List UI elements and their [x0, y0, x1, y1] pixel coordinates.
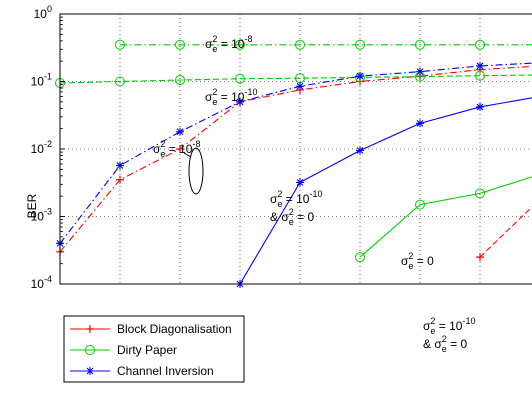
- data-point-circle: [415, 39, 425, 50]
- data-point-star: [86, 367, 94, 375]
- annotation-a3: σ2 e = 10-8: [153, 139, 200, 159]
- data-point-plus: [116, 175, 124, 184]
- data-point-star: [476, 102, 484, 111]
- series-circle-4: [355, 176, 532, 263]
- legend-label: Block Diagonalisation: [117, 322, 232, 336]
- y-axis-label: BER: [25, 193, 39, 218]
- data-point-circle: [355, 39, 365, 50]
- data-point-circle: [175, 75, 185, 86]
- data-point-circle: [355, 252, 365, 263]
- annotation-text: σ2 e = 10-10: [205, 87, 257, 107]
- data-point-star: [236, 97, 244, 106]
- annotation-pointer: [183, 152, 192, 158]
- data-point-circle: [475, 39, 485, 50]
- annotations: σ2 e = 10-8 σ2 e = 10-10 σ2 e = 10-8 σ2 e = 10-…: [153, 34, 475, 354]
- data-point-star: [296, 178, 304, 187]
- annotation-a5: σ2 e = 0: [401, 251, 434, 271]
- series-line: [59, 74, 532, 84]
- data-point-circle: [475, 188, 485, 199]
- series-line: [239, 97, 532, 285]
- annotation-a4: σ2 e = 10-10& σ2 e = 0: [270, 189, 322, 227]
- annotation-text: σ2 e = 10-10: [270, 189, 322, 209]
- legend-item: Channel Inversion: [70, 364, 214, 378]
- annotation-text: σ2 e = 10-8: [205, 34, 252, 54]
- annotation-a1: σ2 e = 10-8: [205, 34, 252, 54]
- data-point-star: [356, 146, 364, 155]
- data-point-plus: [86, 325, 94, 333]
- legend-label: Channel Inversion: [117, 364, 214, 378]
- data-point-star: [416, 67, 424, 76]
- data-point-circle: [115, 76, 125, 87]
- data-point-plus: [476, 253, 484, 262]
- series-line: [479, 206, 532, 258]
- annotation-a6: σ2 e = 10-10& σ2 e = 0: [423, 316, 475, 354]
- annotation-text: & σ2 e = 0: [270, 207, 314, 227]
- annotation-ellipse: [188, 147, 204, 195]
- data-point-plus: [176, 145, 184, 153]
- data-point-star: [416, 119, 424, 128]
- series-line: [359, 176, 532, 258]
- data-point-star: [176, 127, 184, 136]
- series-star-5: [56, 61, 532, 248]
- data-point-star: [476, 61, 484, 70]
- annotation-text: σ2 e = 10-8: [153, 139, 200, 159]
- series-circle-2: [115, 39, 532, 50]
- series-star-6: [236, 97, 532, 288]
- data-point-star: [296, 82, 304, 91]
- series-plus-1: [476, 206, 532, 262]
- annotation-text: σ2 e = 10-10: [423, 316, 475, 336]
- legend-item: Dirty Paper: [70, 343, 177, 357]
- series-layer: [55, 39, 532, 288]
- data-point-star: [356, 72, 364, 81]
- grid: [60, 14, 532, 284]
- data-point-circle: [235, 73, 245, 84]
- data-point-circle: [175, 39, 185, 50]
- annotation-text: σ2 e = 0: [401, 251, 434, 271]
- data-point-circle: [115, 39, 125, 50]
- annotation-text: & σ2 e = 0: [423, 334, 467, 354]
- legend: Block Diagonalisation Dirty Paper Channel …: [63, 315, 245, 383]
- series-line: [59, 65, 532, 253]
- data-point-circle: [475, 70, 485, 81]
- data-point-circle: [235, 39, 245, 50]
- data-point-circle: [295, 39, 305, 50]
- data-point-circle: [415, 199, 425, 210]
- data-point-circle: [85, 345, 95, 355]
- annotation-a2: σ2 e = 10-10: [205, 87, 257, 107]
- legend-item: Block Diagonalisation: [70, 322, 232, 336]
- data-point-star: [116, 161, 124, 170]
- legend-label: Dirty Paper: [117, 343, 177, 357]
